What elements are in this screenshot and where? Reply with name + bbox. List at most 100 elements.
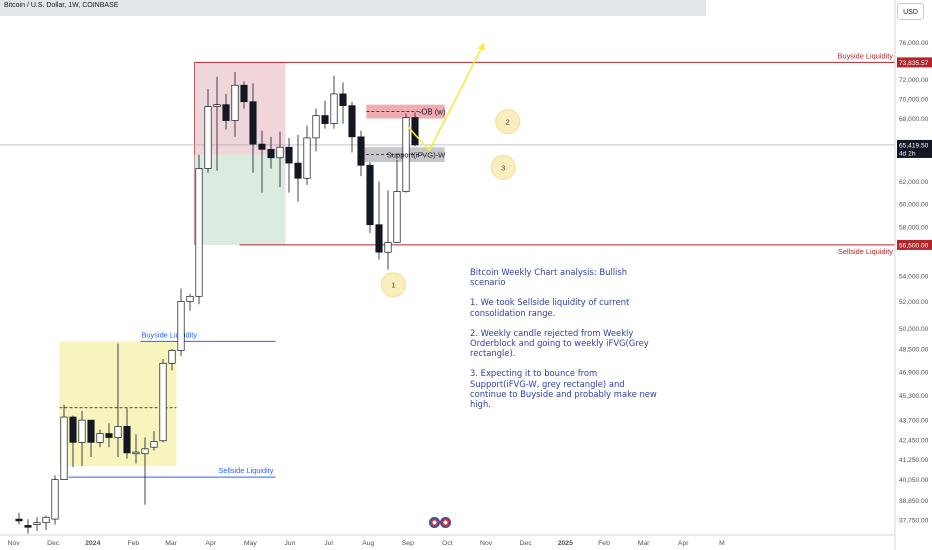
candle-body	[222, 104, 230, 121]
time-tick-label: Apr	[205, 540, 216, 547]
candle-body	[366, 164, 374, 226]
candle-body	[15, 518, 23, 522]
price-tick-label: 58,000.00	[899, 225, 929, 232]
price-tick-label: 46,900.00	[899, 369, 929, 376]
time-tick-label: May	[244, 540, 257, 547]
time-tick-label: Feb	[598, 540, 610, 547]
marker-circle	[490, 154, 516, 181]
time-tick-label: Dec	[47, 540, 60, 547]
analysis-point-3: 3. Expecting it to bounce from Support(i…	[470, 368, 657, 410]
candle-body	[105, 433, 113, 438]
candle-body	[285, 146, 293, 164]
price-tag-label: 73,835.57	[899, 60, 929, 67]
currency-button[interactable]: USD	[897, 3, 924, 20]
price-tag-label: 56,500.00	[899, 242, 929, 249]
candle-body	[384, 242, 392, 253]
analysis-point-2: 2. Weekly candle rejected from Weekly Or…	[470, 327, 649, 359]
chart-title: Bitcoin / U.S. Dollar, 1W, COINBASE	[4, 2, 119, 9]
liquidity-label: Sellside Liquidity	[218, 466, 273, 475]
price-tick-label: 70,000.00	[899, 96, 929, 103]
price-tick-label: 54,000.00	[899, 273, 929, 280]
candle-body	[177, 301, 185, 351]
support-label: Support(iFVG)-W	[387, 151, 446, 160]
time-tick-label: M	[719, 540, 725, 547]
price-tick-label: 76,000.00	[899, 40, 929, 47]
time-tick-label: Aug	[362, 540, 374, 547]
candle-body	[51, 479, 59, 520]
analysis-heading: Bitcoin Weekly Chart analysis: Bullish s…	[470, 267, 628, 288]
orderblock-zone	[366, 104, 445, 119]
candle-body	[339, 93, 347, 106]
candle-body	[78, 419, 86, 443]
candle-body	[33, 522, 41, 525]
time-tick-label: 2024	[85, 540, 100, 547]
price-tick-label: 43,700.00	[899, 418, 929, 425]
price-tick-label: 45,300.00	[899, 393, 929, 400]
candle-body	[24, 525, 32, 528]
price-tick-label: 37,750.00	[899, 517, 929, 524]
price-tag	[897, 239, 932, 250]
price-tick-label: 60,000.00	[899, 201, 929, 208]
discount-zone	[194, 154, 286, 245]
analysis-point-1: 1. We took Sellside liquidity of current…	[470, 297, 630, 318]
candle-body	[204, 106, 212, 169]
candle-body	[186, 295, 194, 302]
time-tick-label: Jun	[284, 540, 295, 547]
price-tick-label: 41,250.00	[899, 457, 929, 464]
price-tag-label: 65,419.50	[899, 142, 929, 149]
marker-label: 1	[391, 281, 395, 290]
time-tick-label: Sep	[402, 540, 414, 547]
marker-label: 2	[506, 118, 510, 127]
candle-body	[330, 93, 338, 124]
price-tick-label: 40,050.00	[899, 477, 929, 484]
candle-body	[258, 143, 266, 150]
time-tick-label: Nov	[8, 540, 21, 547]
candle-body	[195, 168, 203, 297]
time-tick-label: Apr	[678, 540, 689, 547]
us-flag-event-icon[interactable]	[440, 517, 451, 528]
candle-body	[60, 416, 68, 480]
candle-body	[375, 224, 383, 253]
marker-circle	[495, 108, 521, 135]
us-flag-event-icon[interactable]	[429, 517, 440, 528]
price-tick-label: 68,000.00	[899, 116, 929, 123]
time-tick-label: 2025	[558, 540, 573, 547]
candle-body	[267, 148, 275, 159]
time-tick-label: Dec	[520, 540, 533, 547]
time-tick-label: Jul	[324, 540, 333, 547]
price-tick-label: 52,000.00	[899, 299, 929, 306]
candle-body	[312, 115, 320, 139]
candle-body	[294, 162, 302, 179]
candle-body	[159, 362, 167, 442]
candle-body	[321, 115, 329, 124]
time-tick-label: Oct	[442, 540, 453, 547]
candle-body	[87, 419, 95, 443]
liquidity-label: Buyside Liquidity	[142, 330, 198, 339]
liquidity-label: Sellside Liquidity	[838, 247, 893, 256]
chart-title-bar: Bitcoin / U.S. Dollar, 1W, COINBASE	[0, 0, 706, 16]
price-tick-label: 62,000.00	[899, 179, 929, 186]
price-tick-label: 48,500.00	[899, 347, 929, 354]
price-tick-label: 72,000.00	[899, 77, 929, 84]
time-tick-label: Mar	[165, 540, 177, 547]
candle-body	[240, 84, 248, 103]
time-tick-label: Mar	[638, 540, 650, 547]
candle-body	[141, 448, 149, 455]
candle-body	[123, 426, 131, 454]
candle-body	[69, 416, 77, 443]
candle-body	[96, 433, 104, 443]
price-tick-label: 38,850.00	[899, 498, 929, 505]
projection-arrowhead	[477, 42, 486, 51]
price-tag	[897, 139, 932, 158]
candle-body	[168, 350, 176, 364]
candle-body	[114, 426, 122, 438]
price-tag-countdown: 4d 2h	[899, 150, 916, 157]
time-tick-label: Nov	[480, 540, 493, 547]
candle-body	[42, 516, 50, 524]
candle-body	[357, 136, 365, 166]
orderblock-label: -OB (w)	[419, 108, 446, 117]
projection-path	[407, 44, 485, 152]
candle-body	[303, 137, 311, 179]
marker-circle	[380, 272, 406, 298]
